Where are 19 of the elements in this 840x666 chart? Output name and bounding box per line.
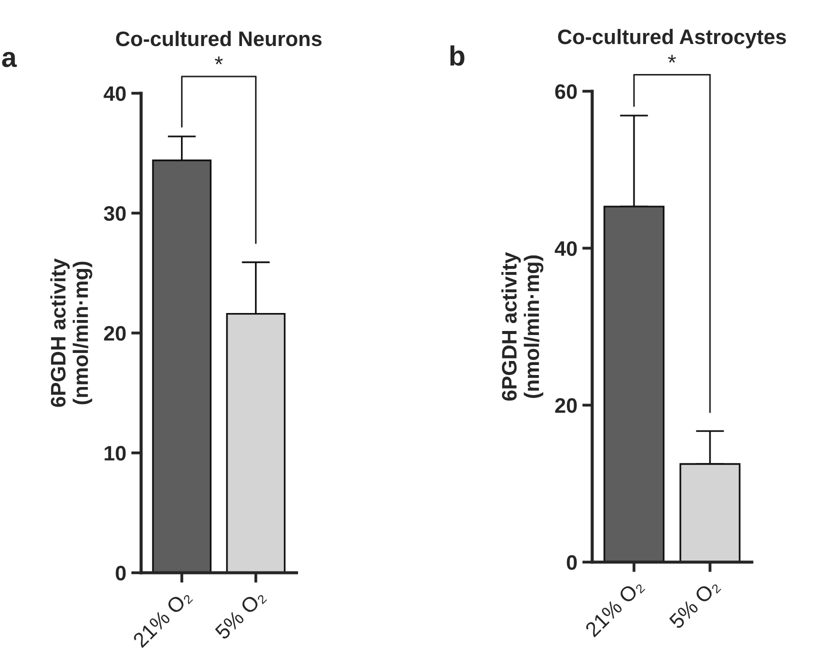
y-tick-label: 20 <box>555 398 577 413</box>
text: a <box>2 52 17 68</box>
y-tick-label: 20 <box>104 326 126 341</box>
y-axis-title: 6PGDH activity (nmol/min·mg) <box>50 258 92 407</box>
y-tick-label: 40 <box>104 86 126 101</box>
x-tick-label: 5% O₂ <box>668 578 722 631</box>
text: * <box>214 56 223 64</box>
x-tick-label: 5% O₂ <box>214 588 268 642</box>
y-tick-label: 0 <box>116 566 126 581</box>
chart-title: Co-cultured Neurons <box>116 30 322 46</box>
text: * <box>668 54 676 63</box>
chart-title: Co-cultured Astrocytes <box>558 28 786 48</box>
y-tick-label: 30 <box>104 206 126 221</box>
y-axis-title: 6PGDH activity (nmol/min·mg) <box>501 252 544 401</box>
y-tick-label: 0 <box>566 555 577 570</box>
y-tick-label: 60 <box>555 84 577 99</box>
y-tick-label: 40 <box>554 241 577 256</box>
y-tick-label: 10 <box>104 446 126 461</box>
text: b <box>450 45 464 66</box>
